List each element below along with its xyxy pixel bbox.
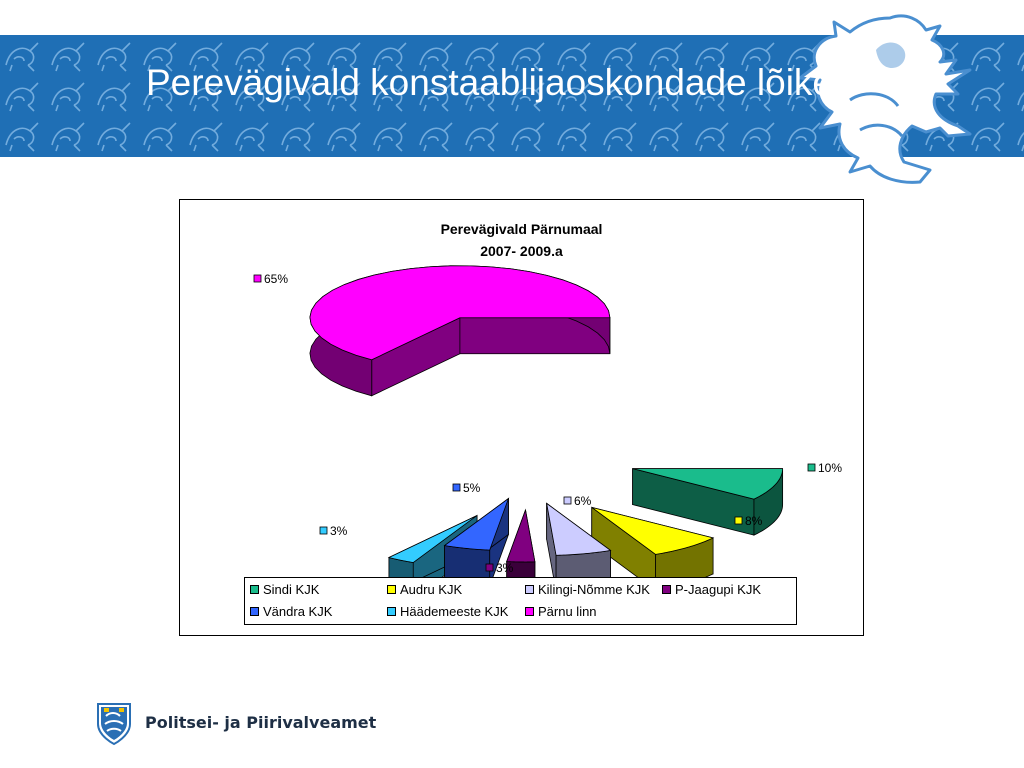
chart-title: Perevägivald Pärnumaal bbox=[440, 221, 603, 237]
chart-legend: Sindi KJK Audru KJK Kilingi-Nõmme KJK P-Jaa… bbox=[244, 577, 797, 625]
chart-area: Perevägivald Pärnumaal 2007- 2009.a 10% 8… bbox=[179, 199, 864, 636]
legend-swatch bbox=[250, 585, 259, 594]
legend-item: P-Jaagupi KJK bbox=[662, 582, 761, 597]
data-label-2: 8% bbox=[745, 514, 763, 528]
pie-slice-1 bbox=[632, 468, 784, 536]
legend-item: Häädemeeste KJK bbox=[387, 604, 508, 619]
legend-label: Pärnu linn bbox=[538, 604, 597, 619]
legend-swatch bbox=[525, 585, 534, 594]
data-label-3: 6% bbox=[574, 494, 592, 508]
pie-slice-7 bbox=[309, 265, 611, 397]
legend-label: Audru KJK bbox=[400, 582, 463, 597]
legend-swatch bbox=[525, 607, 534, 616]
data-label-swatch-7 bbox=[253, 274, 262, 283]
slide-title: Perevägivald konstaablijaoskondade lõike… bbox=[146, 62, 852, 103]
legend-swatch bbox=[387, 585, 396, 594]
pie-slice-5 bbox=[443, 497, 510, 587]
data-label-swatch-6 bbox=[319, 526, 328, 535]
legend-label: Kilingi-Nõmme KJK bbox=[538, 582, 650, 597]
data-label-swatch-3 bbox=[563, 496, 572, 505]
legend-item: Sindi KJK bbox=[250, 582, 319, 597]
pie-chart: 10% 8% 6% 3% 5% 3% 65% bbox=[253, 265, 842, 600]
legend-label: Vändra KJK bbox=[263, 604, 333, 619]
legend-item: Pärnu linn bbox=[525, 604, 597, 619]
data-label-4: 3% bbox=[496, 561, 514, 575]
data-label-7: 65% bbox=[264, 272, 288, 286]
legend-swatch bbox=[662, 585, 671, 594]
data-label-swatch-1 bbox=[807, 463, 816, 472]
legend-label: Sindi KJK bbox=[263, 582, 320, 597]
police-crest-icon bbox=[97, 703, 131, 746]
data-label-6: 3% bbox=[330, 524, 348, 538]
legend-item: Vändra KJK bbox=[250, 604, 332, 619]
data-label-5: 5% bbox=[463, 481, 481, 495]
footer-org-name: Politsei- ja Piirivalveamet bbox=[145, 713, 377, 732]
legend-label: P-Jaagupi KJK bbox=[675, 582, 761, 597]
chart-subtitle: 2007- 2009.a bbox=[480, 243, 563, 259]
legend-label: Häädemeeste KJK bbox=[400, 604, 509, 619]
lion-icon bbox=[798, 14, 972, 184]
data-label-swatch-5 bbox=[452, 483, 461, 492]
legend-item: Audru KJK bbox=[387, 582, 462, 597]
legend-swatch bbox=[387, 607, 396, 616]
data-label-swatch-4 bbox=[485, 563, 494, 572]
legend-swatch bbox=[250, 607, 259, 616]
data-label-swatch-2 bbox=[734, 516, 743, 525]
data-label-1: 10% bbox=[818, 461, 842, 475]
legend-item: Kilingi-Nõmme KJK bbox=[525, 582, 650, 597]
